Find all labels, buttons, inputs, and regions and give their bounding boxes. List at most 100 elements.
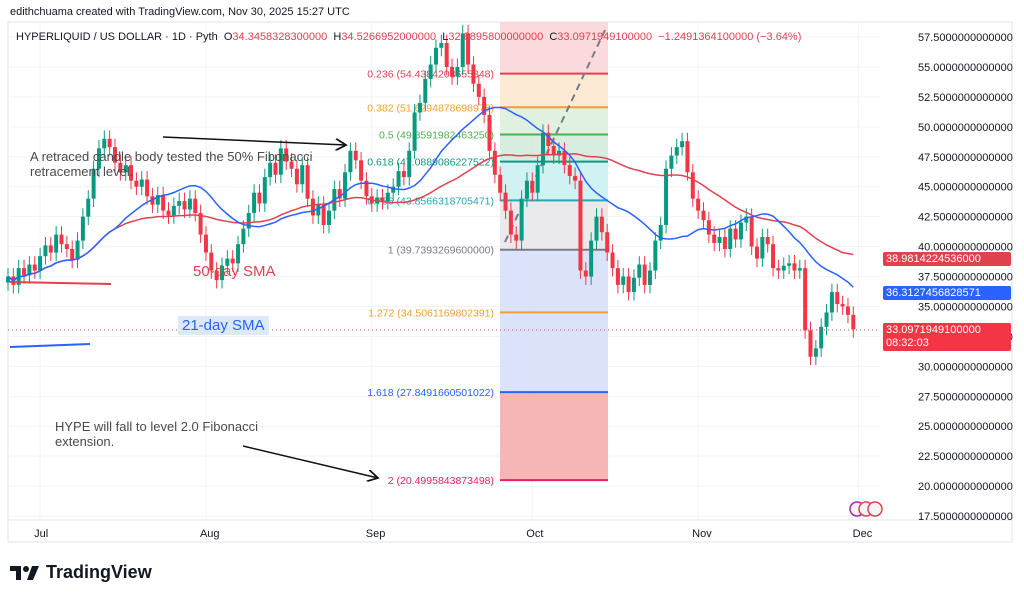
candle-body	[444, 42, 449, 67]
candle-body	[220, 265, 224, 281]
candle-body	[813, 348, 818, 357]
candle-body	[605, 232, 610, 253]
candle-body	[155, 195, 160, 205]
fibonacci-tool[interactable]: 0.236 (54.4384203655348)0.382 (51.629487…	[367, 22, 608, 487]
close-label: C	[549, 31, 558, 43]
candle-body	[722, 236, 727, 249]
candle-body	[455, 66, 460, 77]
y-tick-label: 50.0000000000000	[918, 122, 1013, 134]
sma21-annotation[interactable]: 21-day SMA	[178, 316, 269, 335]
candle-body	[6, 276, 10, 283]
y-tick-label: 42.5000000000000	[918, 212, 1013, 224]
candle-body	[48, 245, 53, 253]
y-tick-label: 30.0000000000000	[918, 361, 1013, 373]
fib-zone	[500, 107, 608, 135]
fib-level-label: 0.5 (49.3591982463250)	[379, 129, 494, 141]
candle-body	[824, 312, 829, 327]
candle-body	[492, 150, 497, 175]
candle-body	[755, 246, 759, 259]
candle-body	[621, 276, 626, 285]
sma21-price-tag: 36.3127456828571	[883, 286, 1011, 300]
candle-body	[685, 141, 690, 173]
sma50-annotation[interactable]: 50-day SMA	[193, 263, 276, 280]
fib-level-label: 1.618 (27.8491660501022)	[367, 387, 494, 399]
fib-zone	[500, 161, 608, 201]
x-tick-label: Nov	[692, 528, 712, 540]
candle-body	[482, 96, 487, 115]
candle-body	[829, 292, 834, 313]
candle-body	[305, 165, 310, 199]
candle-body	[166, 210, 171, 216]
candle-body	[300, 165, 305, 185]
candle-body	[230, 258, 235, 264]
candle-body	[273, 162, 278, 175]
candle-body	[241, 228, 246, 245]
candle-body	[690, 172, 695, 199]
candle-body	[717, 236, 722, 243]
candle-body	[294, 168, 299, 185]
candle-body	[268, 162, 273, 178]
candle-body	[428, 64, 433, 79]
candle-body	[706, 220, 711, 235]
candle-body	[680, 141, 685, 148]
candle-body	[476, 83, 481, 97]
candle-body	[851, 314, 856, 330]
candle-body	[551, 145, 556, 156]
candle-body	[765, 236, 770, 245]
candle-body	[412, 112, 417, 151]
event-flags-icon[interactable]	[849, 501, 883, 517]
candle-body	[391, 186, 396, 193]
candle-body	[674, 147, 679, 156]
x-tick-label: Jul	[34, 528, 48, 540]
candle-body	[327, 210, 331, 226]
candle-body	[134, 180, 139, 187]
y-tick-label: 35.0000000000000	[918, 301, 1013, 313]
candle-body	[75, 240, 80, 260]
candle-body	[417, 102, 422, 113]
y-tick-label: 45.0000000000000	[918, 182, 1013, 194]
change-value: −1.2491364100000 (−3.64%)	[658, 31, 802, 43]
candle-body	[450, 66, 455, 77]
candle-body	[615, 268, 620, 285]
fib-level-label: 1.272 (34.5061169802391)	[368, 307, 494, 319]
candle-body	[664, 168, 669, 226]
candle-body	[70, 248, 75, 260]
candle-body	[610, 252, 615, 269]
candle-body	[589, 240, 594, 277]
sma50-price-tag: 38.9814224536000	[883, 252, 1011, 266]
candle-body	[43, 245, 48, 257]
time-axis[interactable]: Jul Aug Sep Oct Nov Dec	[34, 528, 873, 540]
fib-zone	[500, 22, 608, 74]
candle-body	[321, 204, 326, 226]
candle-body	[150, 196, 155, 205]
candle-body	[487, 114, 492, 151]
tradingview-logo[interactable]: TradingView	[10, 562, 152, 583]
candle-body	[840, 304, 845, 307]
candle-body	[471, 64, 476, 84]
candle-body	[80, 216, 85, 241]
candle-body	[262, 177, 267, 204]
candle-body	[712, 234, 717, 243]
candle-body	[129, 165, 134, 181]
price-axis[interactable]: 57.5000000000000 55.0000000000000 52.50000…	[918, 32, 1013, 523]
y-tick-label: 17.5000000000000	[918, 511, 1013, 523]
candle-body	[466, 33, 471, 65]
candle-body	[107, 138, 112, 148]
candle-body	[648, 270, 652, 285]
candle-body	[787, 263, 792, 266]
fib-level-label: 2 (20.4995843873498)	[388, 475, 494, 487]
candle-body	[187, 198, 192, 210]
y-tick-label: 20.0000000000000	[918, 481, 1013, 493]
candle-body	[310, 198, 315, 216]
retrace-annotation[interactable]: A retraced candle body tested the 50% Fi…	[30, 149, 313, 179]
retrace-arrow	[162, 136, 346, 145]
candle-body	[658, 225, 663, 241]
last-price: 33.0971949100000	[886, 324, 981, 336]
x-tick-label: Dec	[853, 528, 873, 540]
candle-body	[209, 252, 214, 271]
candle-body	[86, 198, 91, 217]
candle-body	[96, 148, 101, 169]
candle-body	[578, 180, 583, 271]
forecast-annotation[interactable]: HYPE will fall to level 2.0 Fibonacci ex…	[55, 419, 259, 449]
